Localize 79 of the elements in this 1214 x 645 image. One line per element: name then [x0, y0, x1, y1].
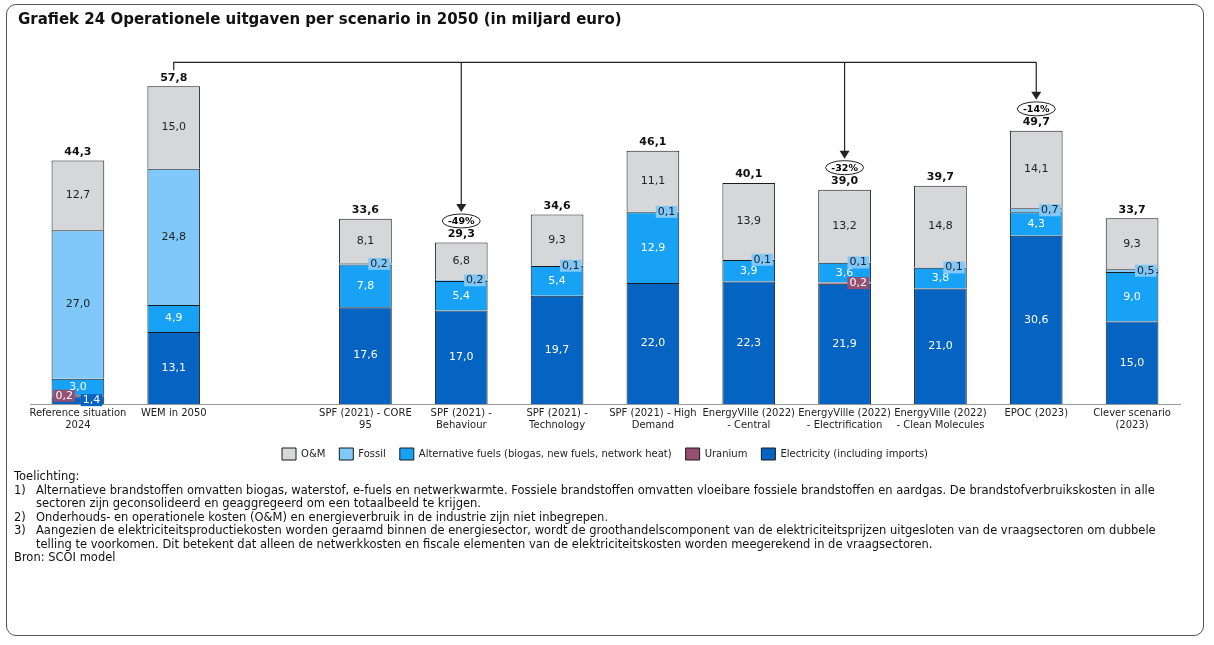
total-label: 39,7 — [926, 170, 954, 184]
total-label: 57,8 — [160, 70, 188, 84]
x-tick-label: EnergyVille (2022) - Electrification — [798, 406, 891, 430]
x-tick-label: SPF (2021) - CORE 95 — [319, 406, 412, 430]
total-label: 33,6 — [351, 203, 380, 217]
total-label: 33,7 — [1118, 202, 1146, 216]
data-label: 0,1 — [945, 260, 963, 274]
data-label: 0,7 — [1041, 203, 1059, 217]
total-label: 46,1 — [639, 135, 667, 149]
data-label: 13,2 — [832, 218, 857, 232]
legend-label: Alternative fuels (biogas, new fuels, network heat) — [418, 447, 672, 459]
x-tick-label: EnergyVille (2022) - Central — [702, 406, 796, 430]
total-label: 29,3 — [447, 226, 475, 240]
text: 1) Alternatieve brandstoffen omvatten biogas, waterstof, e-fuels en netwerkwarmte. Fossiele brandstoffen omvatten vloeibare fossiele brandstoffen en aardgas. De brandstofverbruikskosten in alle sectoren zijn geconsolideerd en geaggregeerd om een totaalbeeld te krijgen. — [14, 482, 1156, 511]
data-label: 22,3 — [736, 335, 761, 349]
total-label: 44,3 — [64, 144, 92, 158]
data-label: 21,0 — [928, 339, 953, 353]
data-label: 0,2 — [370, 256, 388, 270]
legend-label: Uranium — [704, 447, 748, 459]
text: Bron: SCOI model — [14, 550, 117, 565]
data-label: 3,9 — [740, 263, 758, 277]
data-label: 27,0 — [65, 297, 91, 311]
data-label: 1,4 — [82, 393, 101, 407]
data-label: 11,1 — [640, 174, 666, 188]
data-label: 8,1 — [356, 233, 375, 247]
text: 3) Aangezien de elektriciteitsproductiekosten worden geraamd binnen de energiesector, wordt de groothandelscomponent van de elektriciteitsprijzen uitgesloten van de vraagsectoren om dubbele telling te voorkomen. Dit betekent dat alleen de netwerkkosten en fiscale elementen van de elektriciteitskosten worden meegerekend in de vraagsectoren. — [14, 523, 1157, 551]
x-tick-label: EnergyVille (2022) - Clean Molecules — [894, 406, 987, 430]
annotation: -14% — [1022, 103, 1051, 115]
x-tick-label: Reference situation 2024 — [29, 406, 127, 430]
data-label: 0,2 — [849, 275, 867, 289]
data-label: 14,8 — [928, 219, 953, 233]
x-tick-label: WEM in 2050 — [140, 406, 207, 418]
data-label: 13,1 — [161, 360, 186, 374]
data-label: 30,6 — [1024, 312, 1049, 326]
data-label: 14,1 — [1024, 162, 1049, 176]
data-label: 6,8 — [452, 253, 470, 267]
data-label: 0,1 — [561, 258, 580, 272]
data-label: 17,0 — [449, 350, 474, 364]
x-tick-label: SPF (2021) - Behaviour — [430, 406, 493, 430]
x-tick-label: SPF (2021) - High Demand — [609, 406, 697, 430]
data-label: 19,7 — [544, 342, 570, 356]
x-tick-label: SPF (2021) - Technology — [526, 406, 589, 430]
legend-label: Electricity (including imports) — [780, 447, 929, 459]
annotation: -32% — [831, 162, 859, 174]
data-label: 9,3 — [1123, 236, 1141, 250]
total-label: 39,0 — [831, 174, 859, 188]
legend-label: O&M — [301, 447, 326, 459]
data-label: 3,8 — [931, 271, 950, 285]
data-label: 0,1 — [849, 255, 867, 269]
data-label: 0,1 — [753, 252, 772, 266]
total-label: 40,1 — [735, 167, 763, 181]
total-label: 34,6 — [543, 198, 571, 212]
data-label: 22,0 — [640, 336, 666, 350]
x-tick-label: Clever scenario (2023) — [1093, 406, 1171, 430]
data-label: 17,6 — [353, 348, 378, 362]
data-label: 9,0 — [1123, 289, 1141, 303]
chart-title: Grafiek 24 Operationele uitgaven per scenario in 2050 (in miljard euro) — [18, 10, 622, 28]
text: 2) Onderhouds- en operationele kosten (O&M) en energieverbruik in de industrie zijn niet inbegrepen. — [14, 509, 610, 524]
data-label: 7,8 — [356, 278, 375, 292]
data-label: 15,0 — [1119, 355, 1145, 369]
data-label: 24,8 — [161, 229, 186, 243]
data-label: 5,4 — [452, 288, 470, 302]
data-label: 5,4 — [548, 273, 566, 287]
data-label: 4,3 — [1027, 216, 1045, 230]
data-label: 13,9 — [736, 214, 761, 228]
legend-label: Fossil — [358, 447, 386, 459]
x-tick-label: EPOC (2023) — [1004, 406, 1069, 418]
data-label: 15,0 — [161, 120, 186, 134]
total-label: 49,7 — [1022, 115, 1050, 129]
data-label: 9,3 — [548, 232, 566, 246]
data-label: 0,1 — [657, 204, 676, 218]
data-label: 0,2 — [466, 273, 484, 287]
text: Toelichting: — [14, 469, 81, 484]
annotation: -49% — [447, 215, 476, 227]
data-label: 12,7 — [65, 188, 91, 202]
data-label: 0,5 — [1136, 263, 1155, 277]
data-label: 21,9 — [832, 336, 857, 350]
data-label: 4,9 — [165, 311, 183, 325]
data-label: 12,9 — [640, 240, 666, 254]
